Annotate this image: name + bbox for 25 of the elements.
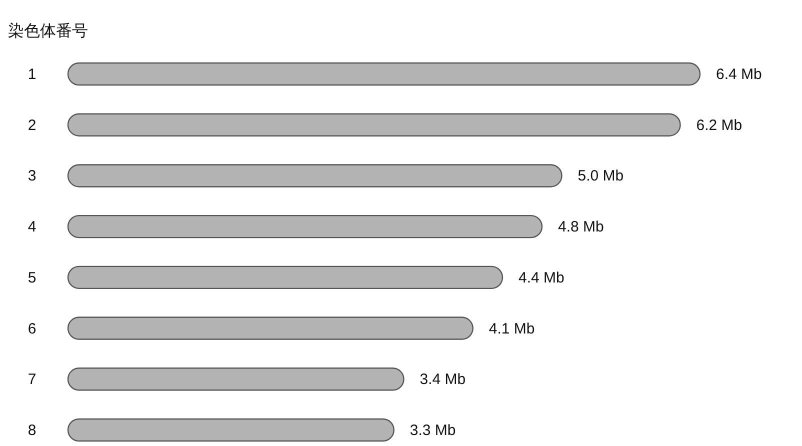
y-tick-label: 6 bbox=[28, 320, 36, 338]
data-label: 3.3 Mb bbox=[410, 422, 456, 439]
y-tick-label: 4 bbox=[28, 218, 36, 236]
bar bbox=[67, 113, 681, 136]
y-tick-label: 8 bbox=[28, 422, 36, 439]
y-tick-label: 7 bbox=[28, 371, 36, 388]
bar bbox=[67, 266, 504, 290]
bar bbox=[67, 164, 562, 188]
bar bbox=[67, 316, 474, 340]
bar bbox=[67, 214, 543, 238]
y-tick-label: 3 bbox=[28, 168, 36, 185]
data-label: 4.4 Mb bbox=[518, 269, 564, 286]
bar bbox=[67, 368, 404, 391]
y-tick-label: 5 bbox=[28, 269, 36, 286]
data-label: 3.4 Mb bbox=[420, 371, 466, 388]
data-label: 4.1 Mb bbox=[488, 320, 535, 338]
data-label: 4.8 Mb bbox=[558, 218, 604, 236]
bar bbox=[67, 62, 701, 86]
data-label: 6.4 Mb bbox=[716, 66, 762, 83]
data-label: 5.0 Mb bbox=[578, 168, 624, 185]
y-axis-title: 染色体番号 bbox=[8, 22, 88, 40]
data-label: 6.2 Mb bbox=[696, 116, 742, 134]
bar bbox=[67, 418, 394, 442]
y-tick-label: 2 bbox=[28, 116, 36, 134]
y-tick-label: 1 bbox=[28, 66, 36, 83]
